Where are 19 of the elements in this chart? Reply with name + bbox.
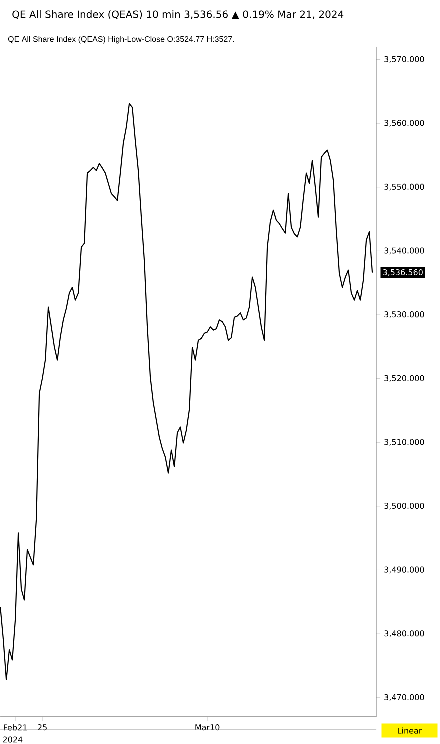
x-tick-label: Mar10 (196, 724, 220, 731)
y-tick-label: 3,520.000 (384, 375, 424, 382)
chart-title: QE All Share Index (QEAS) 10 min 3,536.56 ▲ 0.19% Mar 21, 2024 (12, 10, 344, 20)
y-tick-label: 3,530.000 (384, 312, 424, 318)
y-tick-label: 3,470.000 (384, 694, 424, 702)
y-tick-label: 3,560.000 (384, 120, 424, 127)
y-tick-label: 3,490.000 (384, 566, 424, 574)
y-tick-label: 3,500.000 (384, 502, 424, 510)
text: 2024 (4, 736, 23, 743)
y-tick-label: 3,570.000 (384, 56, 424, 64)
x-tick-label: 25 (38, 724, 48, 731)
y-tick-label: 3,510.000 (384, 439, 424, 446)
y-tick-label: 3,540.000 (384, 248, 424, 255)
text: Linear (398, 728, 422, 734)
chart-subtitle: QE All Share Index (QEAS) High-Low-Close O:3524.77 H:3527. (8, 36, 234, 44)
y-tick-label: 3,480.000 (384, 630, 424, 638)
x-tick-label: Feb21 (4, 724, 28, 731)
text: 3,536.560 (384, 269, 424, 276)
y-tick-label: 3,550.000 (384, 184, 424, 191)
